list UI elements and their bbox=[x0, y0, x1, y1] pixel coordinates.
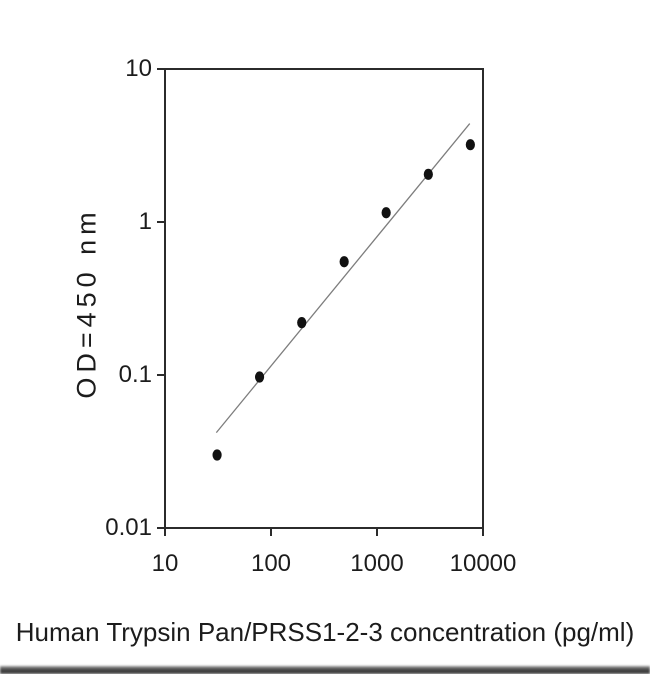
y-tick-label: 0.01 bbox=[105, 514, 152, 541]
data-point bbox=[297, 317, 307, 329]
x-tick-label: 100 bbox=[250, 550, 292, 577]
y-tick-label: 0.1 bbox=[118, 361, 152, 388]
plot-border bbox=[164, 68, 484, 529]
y-tick-label: 1 bbox=[138, 208, 152, 235]
x-tick-label: 1000 bbox=[350, 550, 404, 577]
y-axis-label: OD=450 nm bbox=[71, 207, 102, 399]
x-axis-title: Human Trypsin Pan/PRSS1-2-3 concentratio… bbox=[15, 617, 635, 647]
trend-line bbox=[215, 123, 471, 434]
x-tick-label: 10000 bbox=[449, 550, 517, 577]
bottom-crop-artifact-bar bbox=[0, 666, 650, 674]
x-tick-label: 10 bbox=[151, 550, 179, 577]
data-point bbox=[381, 207, 391, 219]
data-point bbox=[254, 371, 265, 383]
data-point bbox=[339, 256, 349, 268]
data-point bbox=[423, 168, 433, 180]
y-tick-label: 10 bbox=[125, 55, 152, 82]
data-point bbox=[212, 449, 222, 461]
data-point bbox=[465, 139, 475, 151]
